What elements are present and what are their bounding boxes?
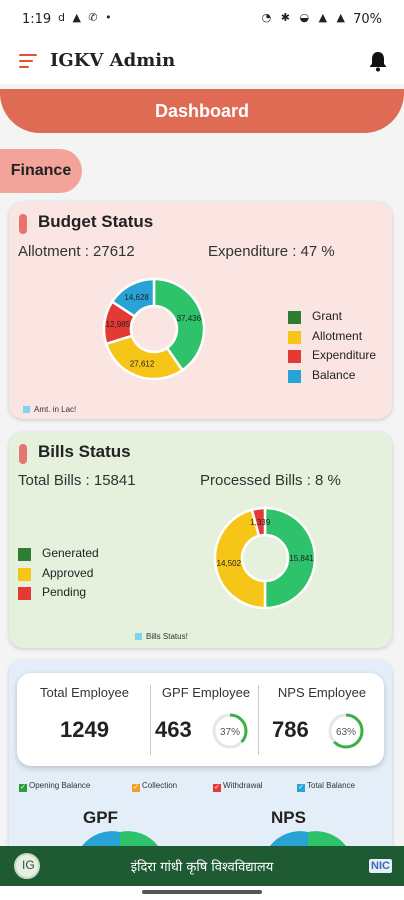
legend-label: Approved	[42, 565, 94, 580]
legend-label: Pending	[42, 585, 87, 599]
total-bills-text: Total Bills : 15841	[18, 472, 136, 489]
donut-slice-pending	[250, 506, 267, 538]
app-title: IGKV Admin	[50, 50, 176, 71]
bills-title: Bills Status	[38, 442, 131, 461]
legend-opening-balance[interactable]: ✓ Opening Balance	[19, 781, 90, 792]
legend-label: Total Balance	[307, 781, 356, 790]
donut-data-label: 1,339	[250, 518, 271, 527]
employee-stats-card: Total Employee 1249 GPF Employee 463 NPS…	[17, 673, 384, 766]
legend-withdrawal[interactable]: ✓ Withdrawal	[213, 781, 263, 792]
gpf-percent-ring: 37%	[212, 713, 248, 749]
column-divider	[258, 685, 259, 755]
donut-slice-approved	[213, 508, 267, 610]
system-nav-bar	[0, 886, 404, 900]
notification-icons: d ▲ ✆ •	[58, 11, 114, 24]
bills-note: Bills Status!	[135, 632, 188, 641]
gesture-handle[interactable]	[142, 890, 262, 894]
dashboard-label: Dashboard	[154, 101, 250, 121]
legend-swatch	[18, 548, 31, 561]
checkbox-icon: ✓	[19, 784, 27, 792]
bills-note-text: Bills Status!	[146, 632, 188, 641]
total-employee-value: 1249	[60, 717, 109, 742]
status-time: 1:19	[22, 12, 52, 27]
legend-label: Balance	[312, 367, 356, 382]
gpf-chart-title: GPF	[83, 808, 118, 827]
donut-data-label: 14,628	[124, 293, 149, 302]
allotment-text: Allotment : 27612	[18, 243, 135, 260]
footer-banner: IG इंदिरा गांधी कृषि विश्वविद्यालय NIC	[0, 846, 404, 886]
system-icons: ◔ ✱ ◒ ▲ ▲	[261, 11, 348, 24]
donut-data-label: 15,841	[289, 554, 314, 563]
university-name: इंदिरा गांधी कृषि विश्वविद्यालय	[130, 860, 274, 875]
checkbox-icon: ✓	[297, 784, 305, 792]
section-marker	[19, 214, 27, 234]
legend-label: Generated	[42, 546, 99, 560]
legend-swatch	[18, 587, 31, 600]
donut-slice-allotment	[104, 334, 185, 381]
legend-total-balance[interactable]: ✓ Total Balance	[297, 781, 355, 792]
gpf-percent-text: 37%	[220, 727, 240, 738]
finance-section-chip[interactable]: Finance	[0, 149, 82, 193]
donut-data-label: 27,612	[130, 359, 155, 368]
checkbox-icon: ✓	[213, 784, 221, 792]
donut-slice-grant	[152, 277, 206, 372]
nps-percent-text: 63%	[336, 727, 356, 738]
nps-chart-partial	[270, 831, 346, 846]
nps-employee-label: NPS Employee	[277, 685, 367, 700]
legend-swatch	[18, 567, 31, 581]
nps-percent-ring: 63%	[328, 713, 364, 749]
gpf-employee-label: GPF Employee	[161, 685, 251, 700]
donut-data-label: 12,985	[106, 320, 131, 329]
legend-label: Allotment	[312, 328, 363, 343]
nps-employee-value: 786	[272, 717, 309, 742]
gpf-employee-column: GPF Employee 463	[152, 673, 260, 766]
checkbox-icon: ✓	[132, 784, 140, 792]
dashboard-banner: Dashboard	[0, 89, 404, 133]
nic-logo: NIC	[369, 859, 392, 873]
finance-label: Finance	[10, 162, 72, 179]
bills-status-card: Bills Status Total Bills : 15841 Process…	[9, 432, 392, 648]
legend-label: Opening Balance	[29, 781, 91, 790]
processed-bills-text: Processed Bills : 8 %	[200, 472, 341, 489]
legend-swatch	[288, 350, 301, 363]
budget-status-card: Budget Status Allotment : 27612 Expendit…	[9, 202, 392, 419]
bell-icon[interactable]	[368, 50, 388, 72]
amount-note: Amt. in Lac!	[23, 405, 76, 414]
section-marker	[19, 444, 27, 464]
gpf-chart-partial	[82, 831, 158, 846]
bills-donut-chart: 15,841 14,502 1,339	[213, 506, 317, 610]
nps-employee-column: NPS Employee 786	[260, 673, 384, 766]
expenditure-text: Expenditure : 47 %	[208, 243, 335, 260]
menu-icon[interactable]	[19, 54, 37, 70]
legend-label: Expenditure	[312, 348, 377, 362]
legend-swatch	[288, 330, 301, 344]
total-employee-label: Total Employee	[40, 685, 129, 700]
donut-slice-generated	[263, 506, 317, 610]
gpf-employee-value: 463	[155, 717, 192, 742]
legend-label: Grant	[312, 309, 343, 323]
donut-data-label: 14,502	[217, 559, 242, 568]
budget-donut-chart: 37,436 27,612 12,985 14,628	[102, 277, 206, 381]
nps-chart-title: NPS	[271, 808, 306, 827]
status-bar: 1:19 d ▲ ✆ • ◔ ✱ ◒ ▲ ▲ 70%	[0, 0, 404, 40]
battery-level: 70%	[353, 12, 382, 27]
note-swatch	[23, 406, 30, 413]
legend-label: Withdrawal	[223, 781, 263, 790]
donut-slice-balance	[110, 277, 156, 319]
university-logo-icon: IG	[14, 853, 40, 879]
legend-swatch	[288, 311, 301, 324]
legend-label: Collection	[142, 781, 178, 790]
budget-title: Budget Status	[38, 212, 154, 231]
legend-collection[interactable]: ✓ Collection	[132, 781, 177, 792]
app-bar: IGKV Admin	[0, 40, 404, 84]
note-swatch	[135, 633, 142, 640]
donut-data-label: 37,436	[177, 314, 202, 323]
amount-note-text: Amt. in Lac!	[34, 405, 77, 414]
total-employee-column: Total Employee 1249	[17, 673, 152, 766]
legend-swatch	[288, 369, 301, 383]
column-divider	[150, 685, 151, 755]
